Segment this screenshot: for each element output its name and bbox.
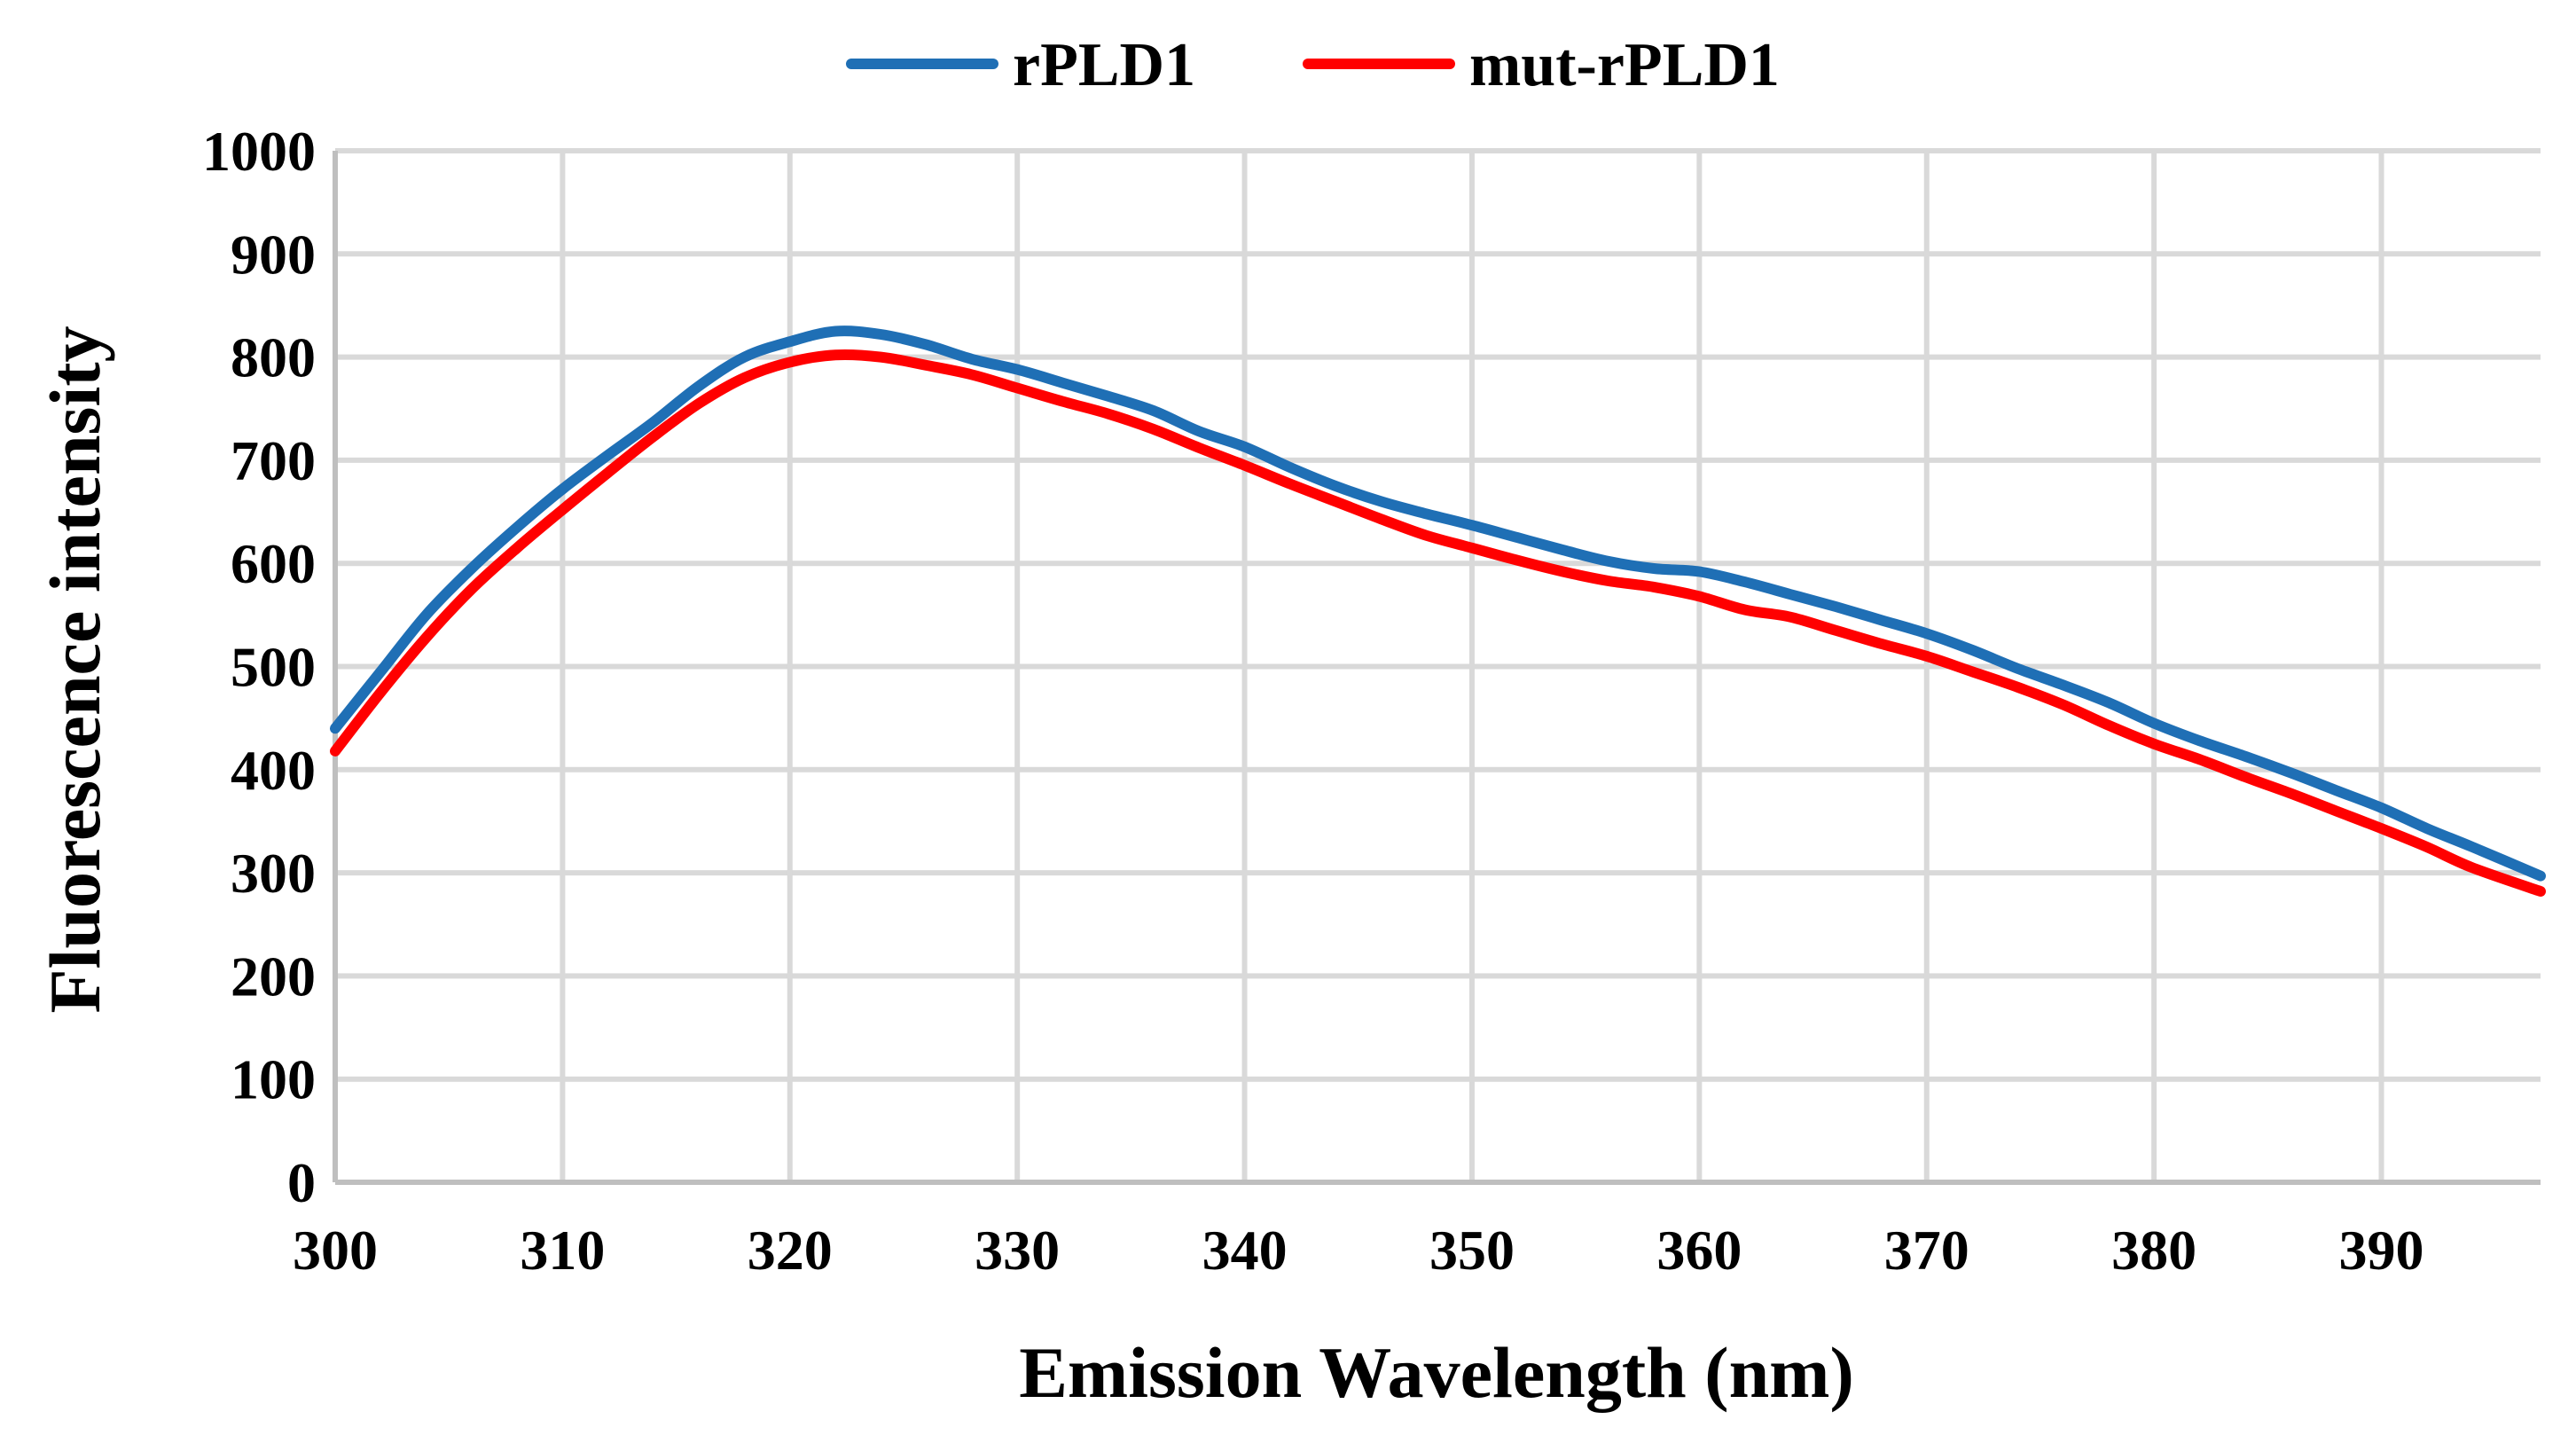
x-tick-label: 310 — [520, 1219, 605, 1282]
legend-label-mut-rpld1: mut-rPLD1 — [1469, 31, 1780, 99]
x-tick-label: 300 — [293, 1219, 378, 1282]
x-tick-label: 320 — [748, 1219, 833, 1282]
y-tick-label: 300 — [231, 842, 316, 905]
x-tick-label: 330 — [975, 1219, 1060, 1282]
x-tick-label: 390 — [2339, 1219, 2424, 1282]
legend-label-rpld1: rPLD1 — [1013, 31, 1195, 99]
y-tick-label: 0 — [287, 1151, 316, 1214]
legend: rPLD1 mut-rPLD1 — [846, 31, 1780, 99]
y-tick-label: 800 — [231, 326, 316, 389]
series-layer — [330, 325, 2546, 897]
x-tick-label: 360 — [1656, 1219, 1742, 1282]
series-line-rpld1 — [330, 325, 2546, 882]
x-tick-label: 350 — [1429, 1219, 1515, 1282]
y-tick-label: 700 — [231, 429, 316, 492]
grid-layer — [335, 148, 2541, 1182]
y-tick-label: 500 — [231, 636, 316, 699]
series-line-mut-rpld1 — [330, 349, 2546, 897]
y-tick-label: 400 — [231, 739, 316, 802]
x-axis-title: Emission Wavelength (nm) — [1019, 1332, 1854, 1413]
x-tick-label: 340 — [1202, 1219, 1288, 1282]
y-tick-label: 200 — [231, 945, 316, 1008]
y-tick-label: 100 — [231, 1048, 316, 1111]
y-tick-label: 1000 — [202, 120, 316, 183]
x-tick-label: 370 — [1884, 1219, 1969, 1282]
y-tick-label: 900 — [231, 223, 316, 286]
x-tick-label: 380 — [2111, 1219, 2196, 1282]
y-axis-title: Fluorescence intensity — [35, 325, 115, 1013]
y-tick-label: 600 — [231, 532, 316, 595]
axis-layer — [333, 151, 2541, 1185]
tick-label-layer: 0 100 200 300 400 500 600 700 800 900 1000 300 310 32… — [202, 120, 2424, 1282]
